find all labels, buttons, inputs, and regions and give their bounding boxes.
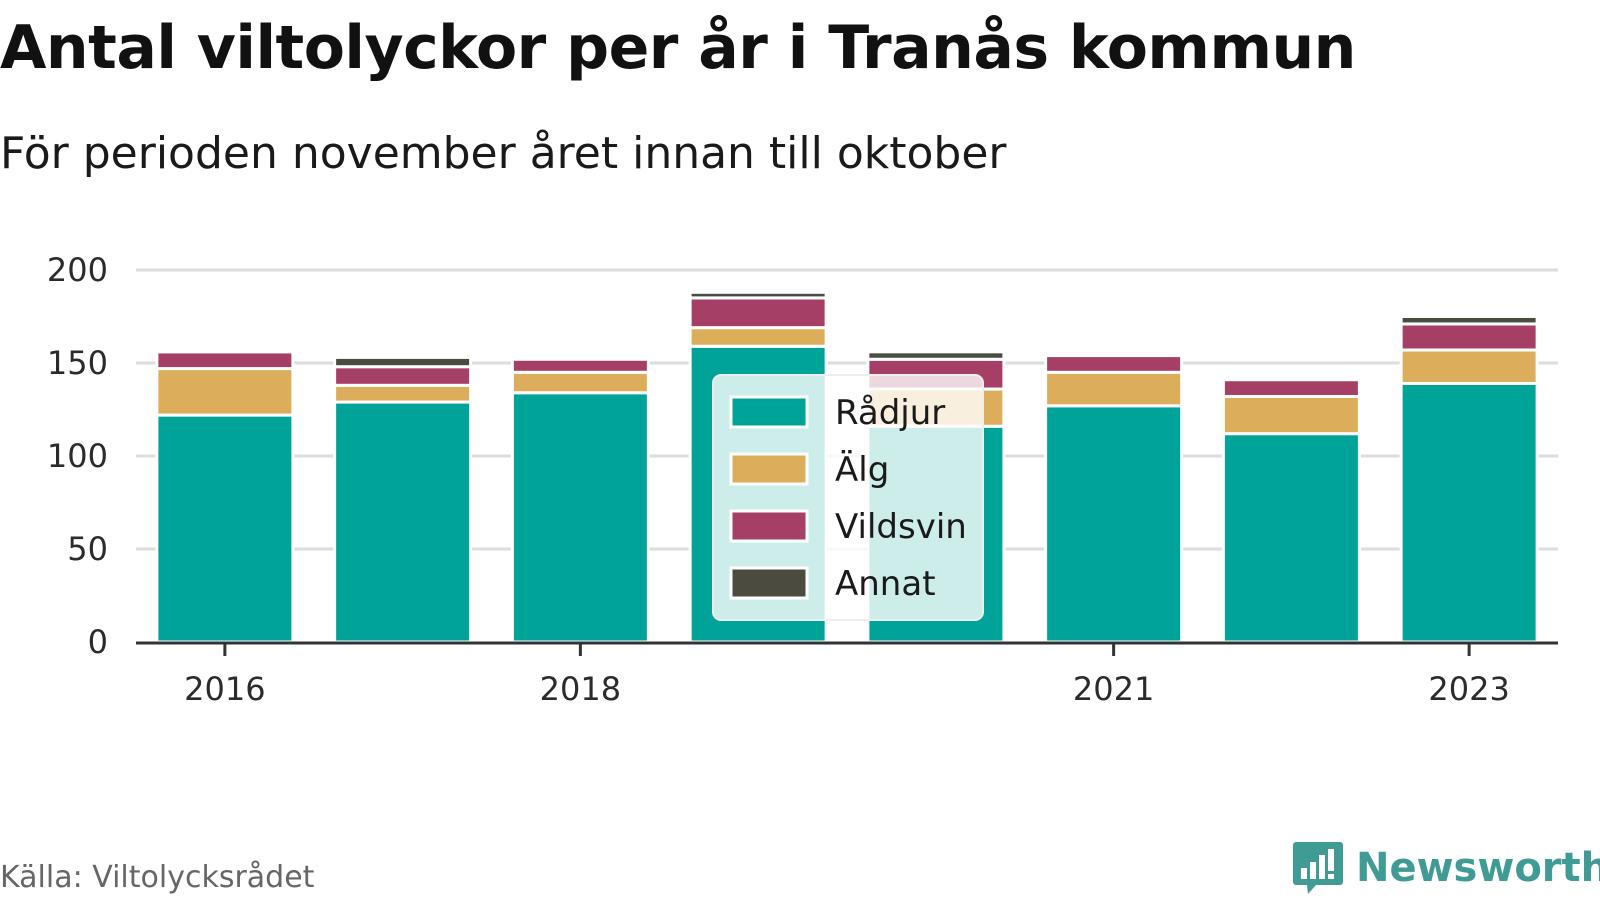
bar-segment	[155, 350, 295, 371]
legend-label: Rådjur	[835, 393, 945, 433]
bar-segment	[155, 348, 295, 354]
y-tick-label: 100	[47, 437, 108, 475]
legend-swatch	[729, 566, 809, 600]
bar-segment	[333, 383, 473, 404]
legend: Rådjur Älg Vildsvin Annat	[712, 374, 984, 621]
legend-label: Vildsvin	[835, 507, 967, 547]
x-tick-label: 2021	[1073, 670, 1154, 708]
x-tick-label: 2018	[540, 670, 621, 708]
bar-segment	[688, 296, 828, 330]
bar-segment	[510, 370, 650, 395]
chart-title: Antal viltolyckor per år i Tranås kommun	[0, 13, 1356, 83]
bar-segment	[688, 326, 828, 348]
bar-segment	[866, 350, 1006, 361]
bar-segment	[1399, 381, 1539, 644]
y-tick-label: 0	[88, 623, 108, 661]
bar-segment	[333, 355, 473, 369]
bar-segment	[1044, 370, 1184, 408]
x-tick-label: 2016	[184, 670, 265, 708]
brand-logo: Newsworthy	[1292, 838, 1600, 898]
bar-segment	[1044, 354, 1184, 374]
bar-segment	[1221, 378, 1361, 398]
source-note: Källa: Viltolycksrådet	[0, 860, 315, 895]
bar-segment	[510, 357, 650, 374]
y-tick-label: 150	[47, 344, 108, 382]
legend-box	[712, 374, 984, 621]
stacked-bar-chart: 0 50 100 150 200 2016 2018 2021 2023 Rådjur Älg V…	[47, 251, 1558, 708]
bar-segment	[510, 391, 650, 644]
chart-subtitle: För perioden november året innan till ok…	[0, 128, 1007, 179]
bar-segment	[333, 400, 473, 644]
y-axis-labels: 0 50 100 150 200	[47, 251, 108, 661]
bar-chart-speech-bubble-icon	[1293, 842, 1343, 894]
legend-swatch	[729, 395, 809, 429]
bar-segment	[1044, 352, 1184, 358]
bar-segment	[1399, 322, 1539, 352]
x-axis: 2016 2018 2021 2023	[136, 641, 1558, 708]
x-tick-label: 2023	[1428, 670, 1509, 708]
bar-segment	[155, 413, 295, 644]
legend-label: Annat	[835, 564, 936, 604]
legend-label: Älg	[835, 450, 889, 490]
bar-segment	[688, 290, 828, 300]
bar-segment	[333, 365, 473, 387]
brand-name: Newsworthy	[1356, 845, 1600, 891]
legend-swatch	[729, 509, 809, 543]
bar-segment	[155, 367, 295, 417]
bar-segment	[1221, 394, 1361, 436]
bar-segment	[1044, 404, 1184, 644]
legend-swatch	[729, 452, 809, 486]
y-tick-label: 200	[47, 251, 108, 289]
bar-segment	[1399, 315, 1539, 326]
bar-segment	[1399, 348, 1539, 385]
y-tick-label: 50	[67, 530, 108, 568]
bar-segment	[1221, 432, 1361, 644]
